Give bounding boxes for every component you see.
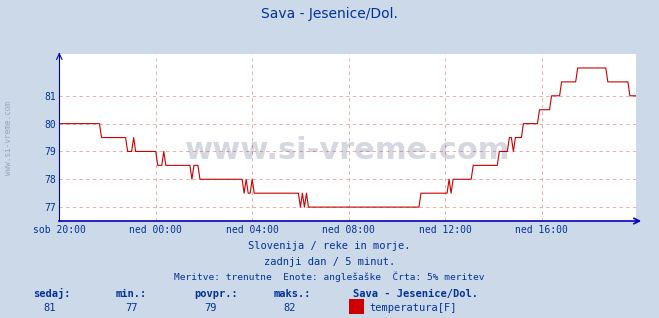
Text: Slovenija / reke in morje.: Slovenija / reke in morje. (248, 241, 411, 252)
Text: povpr.:: povpr.: (194, 289, 238, 299)
Text: min.:: min.: (115, 289, 146, 299)
Text: Sava - Jesenice/Dol.: Sava - Jesenice/Dol. (261, 7, 398, 21)
Text: zadnji dan / 5 minut.: zadnji dan / 5 minut. (264, 257, 395, 267)
Text: 81: 81 (43, 303, 55, 314)
Text: Sava - Jesenice/Dol.: Sava - Jesenice/Dol. (353, 289, 478, 299)
Text: 82: 82 (284, 303, 296, 314)
Text: temperatura[F]: temperatura[F] (369, 303, 457, 314)
Text: sedaj:: sedaj: (33, 288, 71, 299)
Text: maks.:: maks.: (273, 289, 311, 299)
Text: Meritve: trenutne  Enote: anglešaške  Črta: 5% meritev: Meritve: trenutne Enote: anglešaške Črta… (174, 271, 485, 282)
Text: www.si-vreme.com: www.si-vreme.com (185, 136, 510, 165)
Text: 79: 79 (205, 303, 217, 314)
Text: www.si-vreme.com: www.si-vreme.com (4, 100, 13, 175)
Text: 77: 77 (126, 303, 138, 314)
